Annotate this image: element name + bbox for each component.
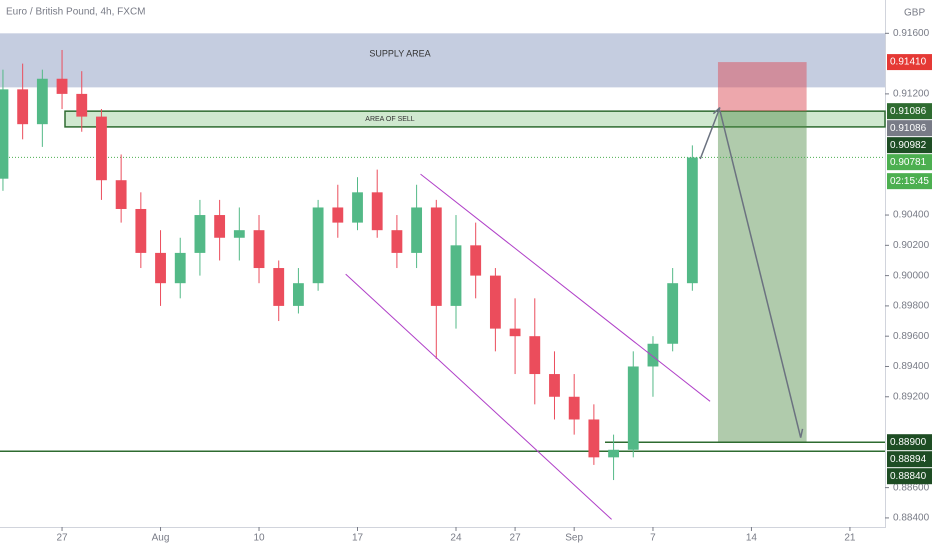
candle-body: [194, 215, 206, 253]
candle-body: [0, 89, 9, 179]
supply-area-label: SUPPLY AREA: [369, 49, 430, 59]
candle-body: [36, 78, 48, 125]
x-tick-label: 27: [56, 533, 68, 544]
candle-body: [568, 396, 580, 420]
candle-body: [411, 207, 423, 253]
y-tick-label: 0.91600: [893, 28, 930, 39]
price-tag-label: 0.91086: [890, 123, 927, 134]
price-tag: [887, 173, 932, 190]
channel-line: [420, 173, 711, 402]
candle-body: [253, 230, 265, 269]
sell-area: [64, 110, 886, 128]
price-tag-label: 0.88840: [890, 471, 927, 482]
price-tag-label: 02:15:45: [890, 176, 929, 187]
price-tag: [887, 154, 932, 171]
price-tag-label: 0.91410: [890, 57, 927, 68]
x-tick-label: 17: [352, 533, 364, 544]
x-tick-label: Sep: [565, 533, 583, 544]
candle-body: [588, 419, 600, 458]
x-tick-label: 7: [650, 533, 656, 544]
candle-body: [96, 116, 107, 181]
price-tag-label: 0.90982: [890, 140, 927, 151]
y-tick-label: 0.89600: [893, 331, 930, 342]
y-tick-label: 0.88600: [893, 482, 930, 493]
candle-body: [352, 192, 363, 223]
arrow-line: [719, 110, 802, 438]
x-tick-label: 24: [450, 533, 462, 544]
price-tag: [887, 54, 932, 71]
arrow-line: [699, 107, 721, 160]
arrow-head: [799, 428, 804, 438]
candle-body: [371, 192, 383, 231]
y-tick-label: 0.90200: [893, 240, 930, 251]
price-tag: [887, 451, 932, 468]
arrow-head: [712, 106, 721, 115]
price-tag: [887, 434, 932, 451]
candle-body: [312, 207, 324, 284]
candle-body: [667, 283, 679, 344]
candle-body: [17, 89, 29, 125]
x-tick-label: 14: [746, 533, 758, 544]
price-tag-label: 0.91086: [890, 106, 927, 117]
candle-body: [686, 157, 698, 284]
x-tick-label: 21: [844, 533, 856, 544]
x-tick-label: 27: [510, 533, 522, 544]
price-tag-label: 0.90781: [890, 157, 927, 168]
candle-body: [332, 207, 344, 223]
candle-body: [115, 180, 127, 209]
candle-body: [76, 93, 88, 117]
candle-body: [273, 268, 285, 306]
price-tag-label: 0.88894: [890, 454, 927, 465]
price-tag: [887, 468, 932, 485]
price-tag-label: 0.88900: [890, 437, 927, 448]
candle-body: [155, 252, 166, 284]
candle-body: [391, 230, 403, 253]
stop-zone: [717, 62, 807, 112]
candle-body: [608, 449, 619, 458]
candle-body: [135, 208, 147, 253]
candle-body: [214, 215, 226, 238]
y-tick-label: 0.90000: [893, 270, 930, 281]
candle-body: [529, 336, 541, 375]
candle-body: [509, 328, 521, 337]
x-tick-label: 10: [253, 533, 265, 544]
y-tick-label: 0.91200: [893, 89, 930, 100]
candle-body: [292, 283, 304, 306]
price-tag: [887, 137, 932, 154]
sell-area-label: AREA OF SELL: [365, 116, 415, 123]
chart-title: Euro / British Pound, 4h, FXCM: [6, 7, 146, 18]
y-tick-label: 0.88400: [893, 513, 930, 524]
candle-body: [430, 207, 442, 306]
candle-body: [470, 245, 482, 276]
currency: GBP: [904, 8, 925, 19]
candle-body: [549, 374, 560, 397]
candle-body: [627, 366, 639, 450]
price-tag: [887, 103, 932, 120]
y-tick-label: 0.89400: [893, 361, 930, 372]
candle-body: [489, 275, 501, 329]
candle-body: [174, 252, 186, 284]
candle-body: [450, 245, 462, 306]
channel-line: [345, 273, 612, 520]
target-zone: [717, 111, 807, 443]
y-tick-label: 0.89200: [893, 391, 930, 402]
y-tick-label: 0.90400: [893, 210, 930, 221]
price-tag: [887, 120, 932, 137]
candle-body: [233, 230, 245, 238]
x-tick-label: Aug: [152, 533, 170, 544]
candle-body: [56, 78, 68, 94]
candle-body: [647, 343, 659, 367]
y-tick-label: 0.89800: [893, 301, 930, 312]
